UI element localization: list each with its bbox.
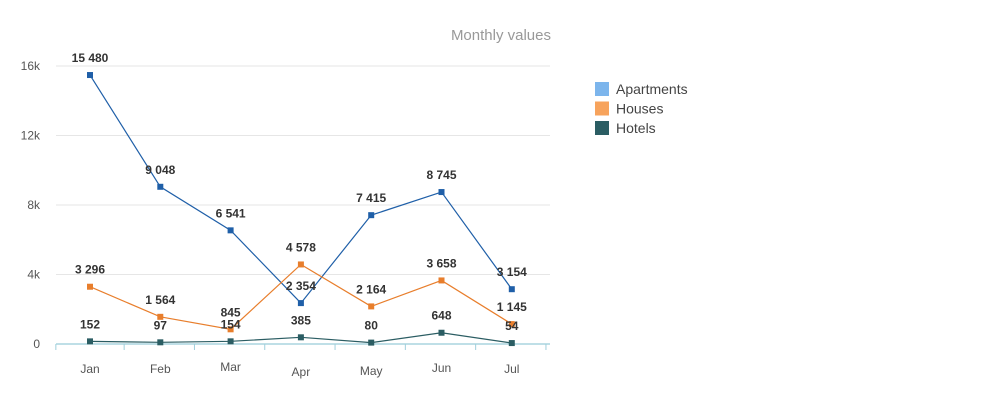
data-label-apartments: 2 354 [286, 279, 316, 293]
data-label-houses: 4 578 [286, 240, 316, 254]
legend-swatch [595, 121, 609, 135]
data-point-hotels[interactable] [87, 338, 93, 345]
legend-label: Apartments [616, 81, 688, 97]
legend-label: Houses [616, 101, 663, 117]
series-layer [87, 72, 515, 347]
data-point-apartments[interactable] [157, 183, 164, 190]
data-label-apartments: 3 154 [497, 265, 527, 279]
data-point-hotels[interactable] [297, 334, 304, 341]
data-point-apartments[interactable] [508, 286, 515, 293]
grid-layer [56, 65, 550, 275]
data-point-apartments[interactable] [438, 189, 445, 196]
data-label-hotels: 648 [431, 309, 451, 323]
data-label-apartments: 6 541 [216, 206, 246, 220]
data-point-houses[interactable] [368, 303, 375, 310]
legend-label: Hotels [616, 120, 656, 136]
data-point-houses[interactable] [87, 283, 93, 290]
data-point-houses[interactable] [227, 326, 234, 333]
chart-subtitle: Monthly values [451, 27, 551, 44]
data-point-hotels[interactable] [157, 339, 164, 346]
data-label-hotels: 97 [154, 318, 168, 332]
data-point-hotels[interactable] [508, 340, 515, 347]
y-tick-label: 16k [21, 59, 41, 73]
data-label-hotels: 385 [291, 313, 311, 327]
data-point-hotels[interactable] [227, 338, 234, 345]
data-point-houses[interactable] [438, 277, 445, 284]
data-label-apartments: 15 480 [72, 51, 109, 65]
legend-swatch [595, 101, 609, 116]
axis-layer: 0 4k 8k 12k 16k Jan Feb Mar Apr May Jun Jul [21, 59, 550, 379]
data-point-apartments[interactable] [87, 72, 93, 79]
data-point-apartments[interactable] [227, 227, 234, 234]
x-tick-label: Feb [150, 362, 171, 376]
data-point-hotels[interactable] [368, 339, 375, 346]
x-tick-label: Apr [292, 365, 311, 379]
data-point-houses[interactable] [297, 261, 304, 268]
legend-item-hotels[interactable]: Hotels [595, 120, 656, 136]
data-label-apartments: 8 745 [426, 168, 456, 182]
data-label-hotels: 152 [80, 317, 100, 331]
y-tick-label: 12k [21, 129, 41, 143]
label-layer: 15 480 9 048 6 541 2 354 7 415 8 745 3 154 3 29… [72, 51, 527, 333]
data-point-houses[interactable] [508, 321, 515, 328]
data-point-houses[interactable] [157, 313, 164, 320]
data-label-houses: 1 564 [145, 293, 175, 307]
data-label-hotels: 54 [505, 319, 519, 333]
data-label-hotels: 154 [221, 317, 241, 331]
legend-item-apartments[interactable]: Apartments [595, 81, 688, 97]
data-label-houses: 2 164 [356, 282, 386, 296]
data-label-houses: 845 [221, 305, 241, 319]
data-label-houses: 3 296 [75, 263, 105, 277]
data-label-hotels: 80 [365, 319, 379, 333]
data-point-hotels[interactable] [438, 329, 445, 336]
data-label-apartments: 9 048 [145, 163, 175, 177]
x-tick-label: Jun [432, 361, 451, 375]
y-tick-label: 0 [33, 337, 40, 351]
legend-swatch [595, 82, 609, 96]
data-point-apartments[interactable] [297, 300, 304, 307]
x-tick-label: Jan [80, 362, 99, 376]
x-tick-label: Mar [220, 360, 241, 374]
x-tick-label: Jul [504, 362, 519, 376]
data-point-apartments[interactable] [368, 212, 375, 219]
data-label-houses: 1 145 [497, 300, 527, 314]
legend: Apartments Houses Hotels [595, 81, 688, 136]
data-label-apartments: 7 415 [356, 191, 386, 205]
x-tick-label: May [360, 364, 383, 378]
legend-item-houses[interactable]: Houses [595, 101, 663, 117]
y-tick-label: 8k [27, 198, 41, 212]
data-label-houses: 3 658 [426, 256, 456, 270]
y-tick-label: 4k [27, 268, 41, 282]
